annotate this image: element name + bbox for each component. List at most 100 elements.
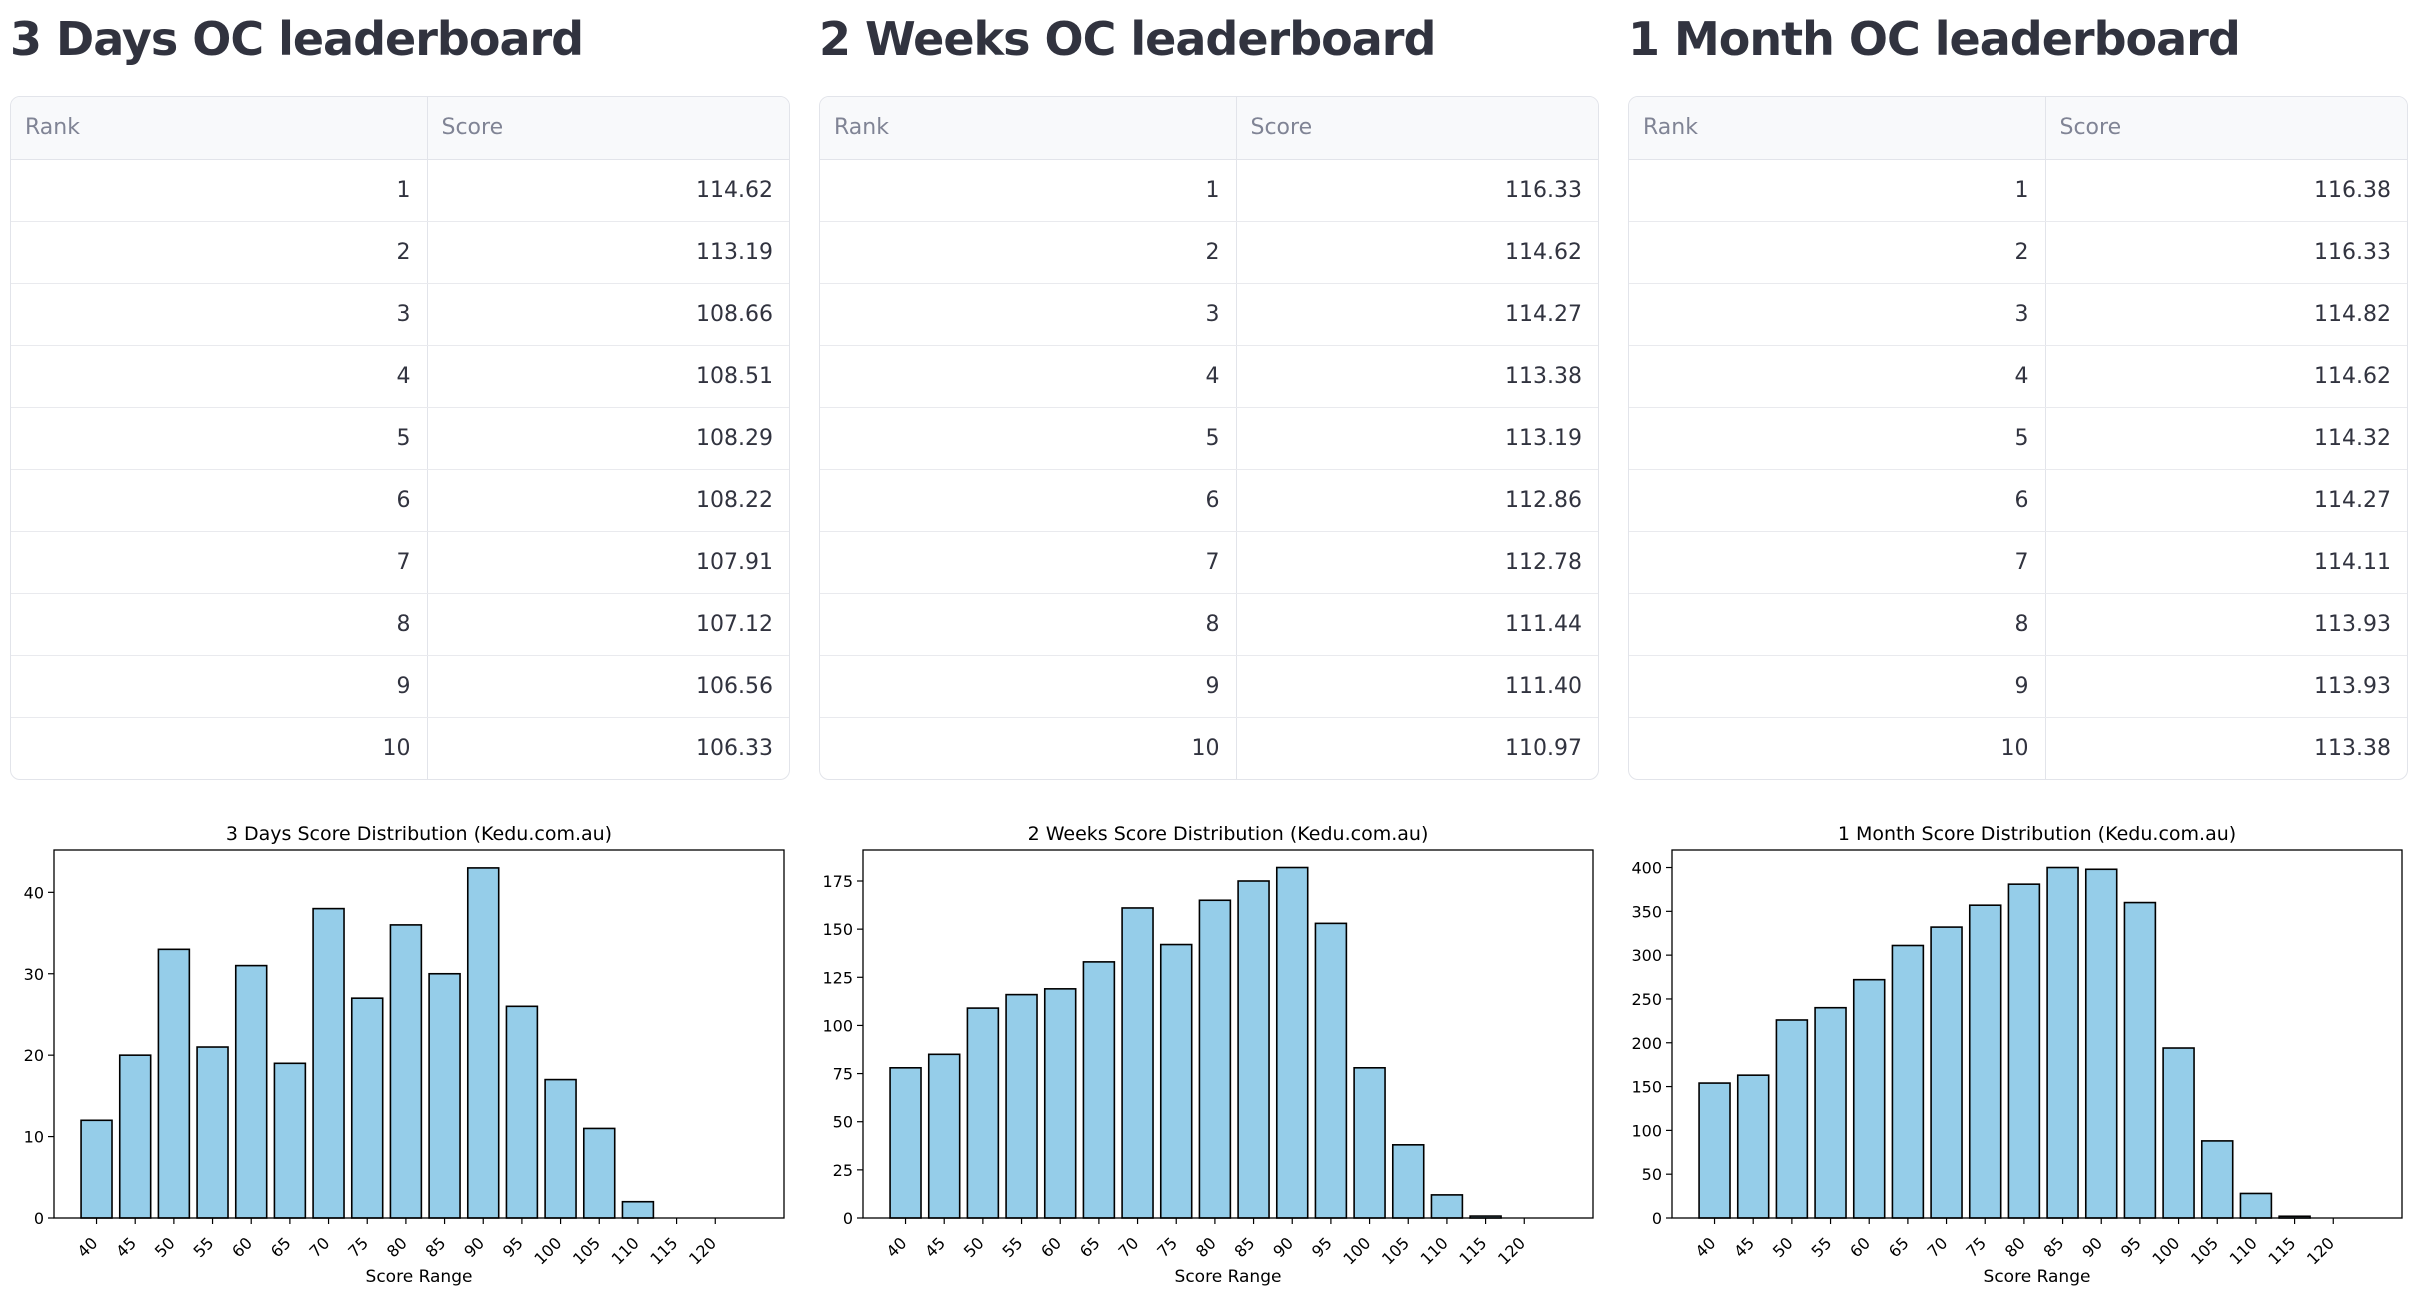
x-tick-label: 105 bbox=[569, 1233, 604, 1268]
table-row: 10 113.38 bbox=[1629, 717, 2407, 779]
table-row: 7 107.91 bbox=[11, 531, 789, 594]
x-axis-label: Score Range bbox=[1175, 1267, 1282, 1287]
y-tick-label: 0 bbox=[843, 1209, 853, 1228]
x-tick-label: 65 bbox=[267, 1233, 295, 1261]
x-tick-label: 70 bbox=[1115, 1233, 1143, 1261]
x-tick-label: 55 bbox=[1808, 1233, 1836, 1261]
y-tick-label: 175 bbox=[822, 872, 853, 891]
rank-cell: 4 bbox=[11, 345, 428, 408]
table-row: 9 113.93 bbox=[1629, 655, 2407, 718]
rank-cell: 5 bbox=[11, 407, 428, 470]
score-cell: 107.12 bbox=[427, 593, 789, 656]
table-row: 7 112.78 bbox=[820, 531, 1598, 594]
x-tick-label: 45 bbox=[1730, 1233, 1758, 1261]
score-cell: 113.93 bbox=[2045, 593, 2407, 656]
score-cell: 112.78 bbox=[1236, 531, 1598, 594]
y-tick-label: 250 bbox=[1631, 990, 1662, 1009]
score-cell: 111.44 bbox=[1236, 593, 1598, 656]
bar-95 bbox=[2123, 901, 2157, 1219]
y-tick-label: 20 bbox=[24, 1046, 44, 1065]
table-row: 6 108.22 bbox=[11, 469, 789, 532]
rank-cell: 9 bbox=[11, 655, 428, 718]
x-tick-label: 80 bbox=[1192, 1233, 1220, 1261]
rank-cell: 6 bbox=[11, 469, 428, 532]
bar-40 bbox=[1698, 1082, 1731, 1219]
bar-100 bbox=[544, 1078, 577, 1219]
table-row: 4 114.62 bbox=[1629, 345, 2407, 408]
bar-85 bbox=[1237, 880, 1270, 1219]
y-tick-label: 40 bbox=[24, 883, 44, 902]
bar-110 bbox=[1430, 1194, 1464, 1219]
bar-110 bbox=[2239, 1192, 2273, 1219]
table-row: 1 116.33 bbox=[820, 159, 1598, 222]
y-tick-label: 200 bbox=[1631, 1034, 1662, 1053]
rank-cell: 7 bbox=[820, 531, 1237, 594]
x-tick-label: 55 bbox=[999, 1233, 1027, 1261]
rank-column-header[interactable]: Rank bbox=[1629, 97, 2046, 160]
x-tick-label: 70 bbox=[306, 1233, 334, 1261]
bar-45 bbox=[1736, 1074, 1770, 1219]
bar-75 bbox=[350, 997, 384, 1219]
x-tick-label: 90 bbox=[1269, 1233, 1297, 1261]
rank-column-header[interactable]: Rank bbox=[820, 97, 1237, 160]
rank-cell: 6 bbox=[1629, 469, 2046, 532]
leaderboard-1-month: 1 Month OC leaderboard Rank Score 1 116.3… bbox=[1628, 0, 2408, 1287]
x-tick-label: 75 bbox=[1153, 1233, 1181, 1261]
leaderboard-title: 1 Month OC leaderboard bbox=[1628, 12, 2241, 66]
score-cell: 114.62 bbox=[427, 159, 789, 222]
x-tick-label: 60 bbox=[1846, 1233, 1874, 1261]
x-tick-label: 120 bbox=[2303, 1233, 2338, 1268]
score-cell: 113.19 bbox=[427, 221, 789, 284]
score-cell: 114.62 bbox=[2045, 345, 2407, 408]
bar-40 bbox=[80, 1119, 113, 1219]
x-tick-label: 110 bbox=[608, 1233, 643, 1268]
bar-90 bbox=[2084, 868, 2118, 1219]
rank-column-header[interactable]: Rank bbox=[11, 97, 428, 160]
leaderboard-table: Rank Score 1 116.38 2 116.33 3 114.82 4 114.62 5… bbox=[1628, 96, 2408, 780]
score-cell: 114.27 bbox=[1236, 283, 1598, 346]
table-row: 9 111.40 bbox=[820, 655, 1598, 718]
score-cell: 112.86 bbox=[1236, 469, 1598, 532]
x-tick-label: 105 bbox=[1378, 1233, 1413, 1268]
table-row: 9 106.56 bbox=[11, 655, 789, 718]
bar-95 bbox=[505, 1005, 539, 1219]
bar-75 bbox=[1159, 943, 1193, 1219]
rank-cell: 1 bbox=[1629, 159, 2046, 222]
x-tick-label: 110 bbox=[1417, 1233, 1452, 1268]
y-tick-label: 150 bbox=[1631, 1078, 1662, 1097]
x-tick-label: 50 bbox=[151, 1233, 179, 1261]
score-column-header[interactable]: Score bbox=[427, 97, 789, 160]
x-tick-label: 70 bbox=[1924, 1233, 1952, 1261]
bar-65 bbox=[1891, 944, 1925, 1219]
bar-80 bbox=[2007, 883, 2041, 1219]
x-tick-label: 110 bbox=[2226, 1233, 2261, 1268]
score-cell: 114.82 bbox=[2045, 283, 2407, 346]
score-column-header[interactable]: Score bbox=[2045, 97, 2407, 160]
bar-65 bbox=[1082, 961, 1116, 1219]
x-tick-label: 45 bbox=[921, 1233, 949, 1261]
x-tick-label: 65 bbox=[1885, 1233, 1913, 1261]
score-cell: 111.40 bbox=[1236, 655, 1598, 718]
score-cell: 114.11 bbox=[2045, 531, 2407, 594]
rank-cell: 1 bbox=[820, 159, 1237, 222]
leaderboard-title: 2 Weeks OC leaderboard bbox=[819, 12, 1436, 66]
score-cell: 108.66 bbox=[427, 283, 789, 346]
x-tick-label: 95 bbox=[2117, 1233, 2145, 1261]
y-tick-label: 30 bbox=[24, 965, 44, 984]
bar-60 bbox=[1852, 978, 1886, 1219]
x-tick-label: 85 bbox=[2040, 1233, 2068, 1261]
score-column-header[interactable]: Score bbox=[1236, 97, 1598, 160]
table-row: 2 116.33 bbox=[1629, 221, 2407, 284]
table-row: 5 108.29 bbox=[11, 407, 789, 470]
x-tick-label: 95 bbox=[499, 1233, 527, 1261]
x-tick-label: 90 bbox=[2078, 1233, 2106, 1261]
bar-85 bbox=[2046, 866, 2079, 1219]
bar-75 bbox=[1968, 904, 2002, 1219]
x-tick-label: 80 bbox=[383, 1233, 411, 1261]
score-cell: 110.97 bbox=[1505, 735, 1582, 761]
x-tick-label: 40 bbox=[1692, 1233, 1720, 1261]
rank-cell: 3 bbox=[820, 283, 1237, 346]
rank-cell: 3 bbox=[11, 283, 428, 346]
rank-cell: 8 bbox=[11, 593, 428, 656]
rank-cell: 3 bbox=[1629, 283, 2046, 346]
